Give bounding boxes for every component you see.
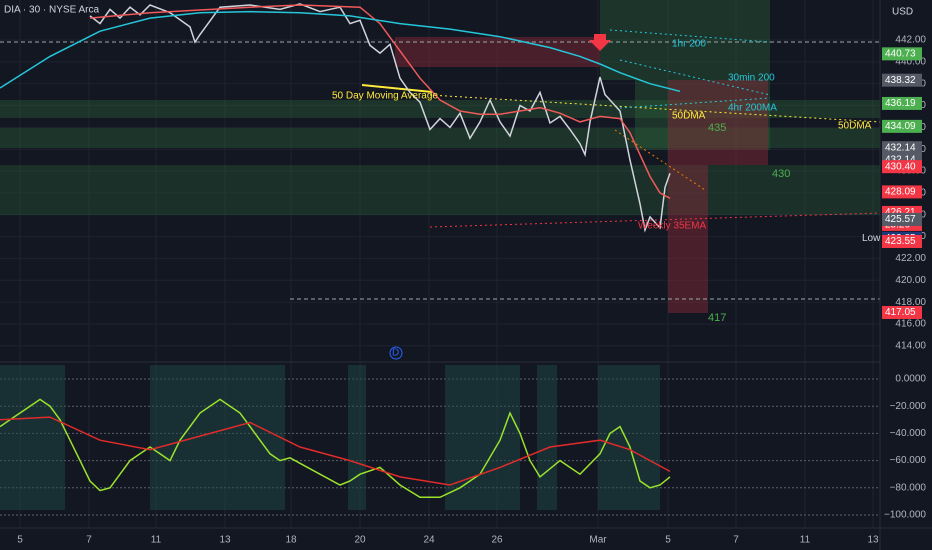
price-label: 440.73 <box>885 48 916 59</box>
x-tick-label: 5 <box>17 535 23 546</box>
series-line <box>0 398 671 499</box>
annotation: 50 Day Moving Average <box>332 91 438 102</box>
x-tick-label: 13 <box>867 535 879 546</box>
annotation: 4hr 200MA <box>728 103 777 114</box>
y-tick-label: −100.000 <box>884 510 926 521</box>
price-label-box <box>882 141 922 155</box>
y-tick-label: 0.0000 <box>895 374 926 385</box>
annotation: 417 <box>708 312 726 324</box>
zone <box>348 365 366 510</box>
price-label: 426.21 <box>885 207 916 218</box>
zone <box>0 128 880 148</box>
trend-line <box>609 29 771 43</box>
price-label: 425.57 <box>885 214 916 225</box>
price-label-box <box>882 185 922 199</box>
price-label: 436.19 <box>885 98 916 109</box>
annotation: Weekly 35EMA <box>638 221 707 232</box>
series-line <box>0 10 681 93</box>
y-tick-label: 416.00 <box>895 319 926 330</box>
y-tick-label: 414.00 <box>895 340 926 351</box>
y-tick-label: −20.000 <box>890 401 927 412</box>
annotation: 50DMA <box>838 121 872 132</box>
price-label: 430.40 <box>885 161 916 172</box>
price-label: 428.09 <box>885 187 916 198</box>
low-label: Low <box>862 233 881 244</box>
price-label: 434.09 <box>885 121 916 132</box>
x-tick-label: 24 <box>423 535 435 546</box>
zone <box>150 365 285 510</box>
series-line <box>89 4 671 199</box>
y-tick-label: −40.000 <box>890 428 927 439</box>
zone <box>668 80 768 165</box>
trend-line <box>619 59 771 96</box>
price-label: 438.32 <box>885 75 916 86</box>
trend-line <box>429 212 881 228</box>
zone <box>0 165 880 215</box>
annotation: 1hr 200 <box>672 39 706 50</box>
zone <box>0 365 65 510</box>
chart-title: DIA · 30 · NYSE Arca <box>4 5 99 16</box>
series-line <box>89 3 671 233</box>
price-label: 423.55 <box>885 236 916 247</box>
price-label-box <box>882 73 922 87</box>
price-label-box <box>882 119 922 133</box>
price-label-box <box>882 47 922 61</box>
y-tick-label: −60.000 <box>890 455 927 466</box>
y-tick-label: 422.00 <box>895 253 926 264</box>
price-label-box <box>882 96 922 110</box>
x-tick-label: 11 <box>151 535 162 546</box>
x-tick-label: 20 <box>354 535 366 546</box>
y-tick-label: 442.00 <box>895 35 926 46</box>
x-tick-label: Mar <box>589 535 607 546</box>
y-tick-label: −80.000 <box>890 482 927 493</box>
y-tick-label: 418.00 <box>895 297 926 308</box>
zone <box>537 365 557 510</box>
trend-line <box>429 94 881 123</box>
zone <box>668 165 708 313</box>
annotation: 30min 200 <box>728 73 775 84</box>
trend-line <box>361 84 433 93</box>
annotation: 435 <box>708 122 726 134</box>
x-tick-label: 11 <box>800 535 811 546</box>
marker <box>389 346 403 360</box>
series-line <box>0 416 671 486</box>
x-tick-label: 7 <box>733 535 739 546</box>
price-label-box <box>882 160 922 174</box>
x-tick-label: 18 <box>285 535 297 546</box>
zone <box>635 80 770 150</box>
arrow <box>589 34 611 51</box>
y-tick-label: 420.00 <box>895 275 926 286</box>
zone <box>600 0 770 80</box>
annotation: D <box>392 348 399 359</box>
x-tick-label: 13 <box>219 535 231 546</box>
x-tick-label: 5 <box>665 535 671 546</box>
annotation: 50DMA <box>672 111 706 122</box>
price-label-box <box>882 305 922 319</box>
price-label-box <box>882 212 922 226</box>
x-tick-label: 7 <box>86 535 92 546</box>
zone <box>0 100 880 118</box>
price-label-box <box>882 234 922 248</box>
price-label: 417.05 <box>885 307 916 318</box>
price-label: 432.14 <box>885 154 916 165</box>
price-label: 432.14 <box>885 142 916 153</box>
zone <box>445 365 520 510</box>
trend-line <box>619 97 771 109</box>
currency: USD <box>892 7 913 18</box>
trend-line <box>614 129 706 191</box>
x-tick-label: 26 <box>491 535 503 546</box>
annotation: 430 <box>772 168 790 180</box>
y-tick-label: 440.00 <box>895 56 926 67</box>
